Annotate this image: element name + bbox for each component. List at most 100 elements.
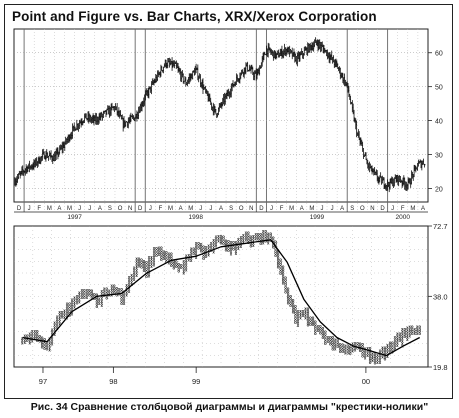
o-box: o xyxy=(272,238,275,243)
x-box: x xyxy=(237,239,240,244)
x-box: x xyxy=(46,347,49,352)
x-box: x xyxy=(108,290,111,295)
o-box: o xyxy=(307,306,310,311)
x-box: x xyxy=(416,324,419,329)
x-box: x xyxy=(148,274,151,279)
x-box: x xyxy=(396,331,399,336)
x-box: x xyxy=(153,246,156,251)
month-label: F xyxy=(159,206,163,212)
x-box: x xyxy=(78,299,81,304)
o-box: o xyxy=(374,353,377,358)
x-box: x xyxy=(317,323,320,328)
x-box: x xyxy=(207,253,210,258)
o-box: o xyxy=(269,233,272,238)
month-label: S xyxy=(108,206,112,212)
o-box: o xyxy=(180,265,183,270)
o-box: o xyxy=(115,290,118,295)
o-box: o xyxy=(140,262,143,267)
x-box: x xyxy=(394,340,397,345)
x-box: x xyxy=(101,291,104,296)
x-box: x xyxy=(58,309,61,314)
x-box: x xyxy=(128,277,131,282)
o-box: o xyxy=(359,343,362,348)
x-box: x xyxy=(414,329,417,334)
x-box: x xyxy=(237,244,240,249)
o-box: o xyxy=(264,236,267,241)
x-box: x xyxy=(73,302,76,307)
o-box: o xyxy=(277,257,280,262)
o-box: o xyxy=(115,293,118,298)
x-box: x xyxy=(242,237,245,242)
o-box: o xyxy=(200,246,203,251)
x-box: x xyxy=(125,283,128,288)
x-box: x xyxy=(195,241,198,246)
x-box: x xyxy=(76,298,79,303)
x-box: x xyxy=(103,286,106,291)
o-box: o xyxy=(279,259,282,264)
x-box: x xyxy=(86,288,89,293)
x-box: x xyxy=(66,311,69,316)
x-box: x xyxy=(394,347,397,352)
x-box: x xyxy=(406,330,409,335)
o-box: o xyxy=(282,269,285,274)
o-box: o xyxy=(202,254,205,259)
x-box: x xyxy=(123,301,126,306)
pf-y-tick-label: 38.0 xyxy=(433,292,448,301)
o-box: o xyxy=(192,251,195,256)
x-box: x xyxy=(58,317,61,322)
o-box: o xyxy=(361,349,364,354)
x-box: x xyxy=(125,292,128,297)
x-box: x xyxy=(78,295,81,300)
x-box: x xyxy=(31,336,34,341)
o-box: o xyxy=(259,234,262,239)
x-box: x xyxy=(212,250,215,255)
o-box: o xyxy=(346,348,349,353)
x-box: x xyxy=(63,308,66,313)
o-box: o xyxy=(391,345,394,350)
x-box: x xyxy=(371,358,374,363)
o-box: o xyxy=(302,311,305,316)
o-box: o xyxy=(113,285,116,290)
x-box: x xyxy=(158,247,161,252)
month-label: N xyxy=(128,206,132,212)
o-box: o xyxy=(264,229,267,234)
x-box: x xyxy=(386,349,389,354)
y-tick-label: 60 xyxy=(435,51,443,58)
o-box: o xyxy=(399,336,402,341)
o-box: o xyxy=(399,333,402,338)
x-box: x xyxy=(379,355,382,360)
o-box: o xyxy=(294,303,297,308)
x-box: x xyxy=(53,320,56,325)
x-box: x xyxy=(78,292,81,297)
x-box: x xyxy=(190,249,193,254)
pf-year-label: 00 xyxy=(362,377,370,386)
o-box: o xyxy=(312,320,315,325)
x-box: x xyxy=(190,253,193,258)
x-box: x xyxy=(235,251,238,256)
o-box: o xyxy=(90,293,93,298)
month-label: A xyxy=(98,206,102,212)
x-box: x xyxy=(304,311,307,316)
o-box: o xyxy=(259,232,262,237)
o-box: o xyxy=(38,334,41,339)
o-box: o xyxy=(411,326,414,331)
o-box: o xyxy=(249,243,252,248)
month-label: A xyxy=(179,206,183,212)
month-label: S xyxy=(229,206,233,212)
o-box: o xyxy=(113,283,116,288)
o-box: o xyxy=(249,239,252,244)
x-box: x xyxy=(240,244,243,249)
o-box: o xyxy=(222,236,225,241)
o-box: o xyxy=(336,342,339,347)
x-box: x xyxy=(51,334,54,339)
o-box: o xyxy=(339,346,342,351)
x-box: x xyxy=(53,332,56,337)
o-box: o xyxy=(138,263,141,268)
month-label: O xyxy=(360,206,365,212)
o-box: o xyxy=(68,306,71,311)
o-box: o xyxy=(232,244,235,249)
month-label: M xyxy=(309,206,314,212)
month-label: J xyxy=(270,206,273,212)
figure-caption: Рис. 34 Сравнение столбцовой диаграммы и… xyxy=(30,401,429,413)
x-box: x xyxy=(317,328,320,333)
